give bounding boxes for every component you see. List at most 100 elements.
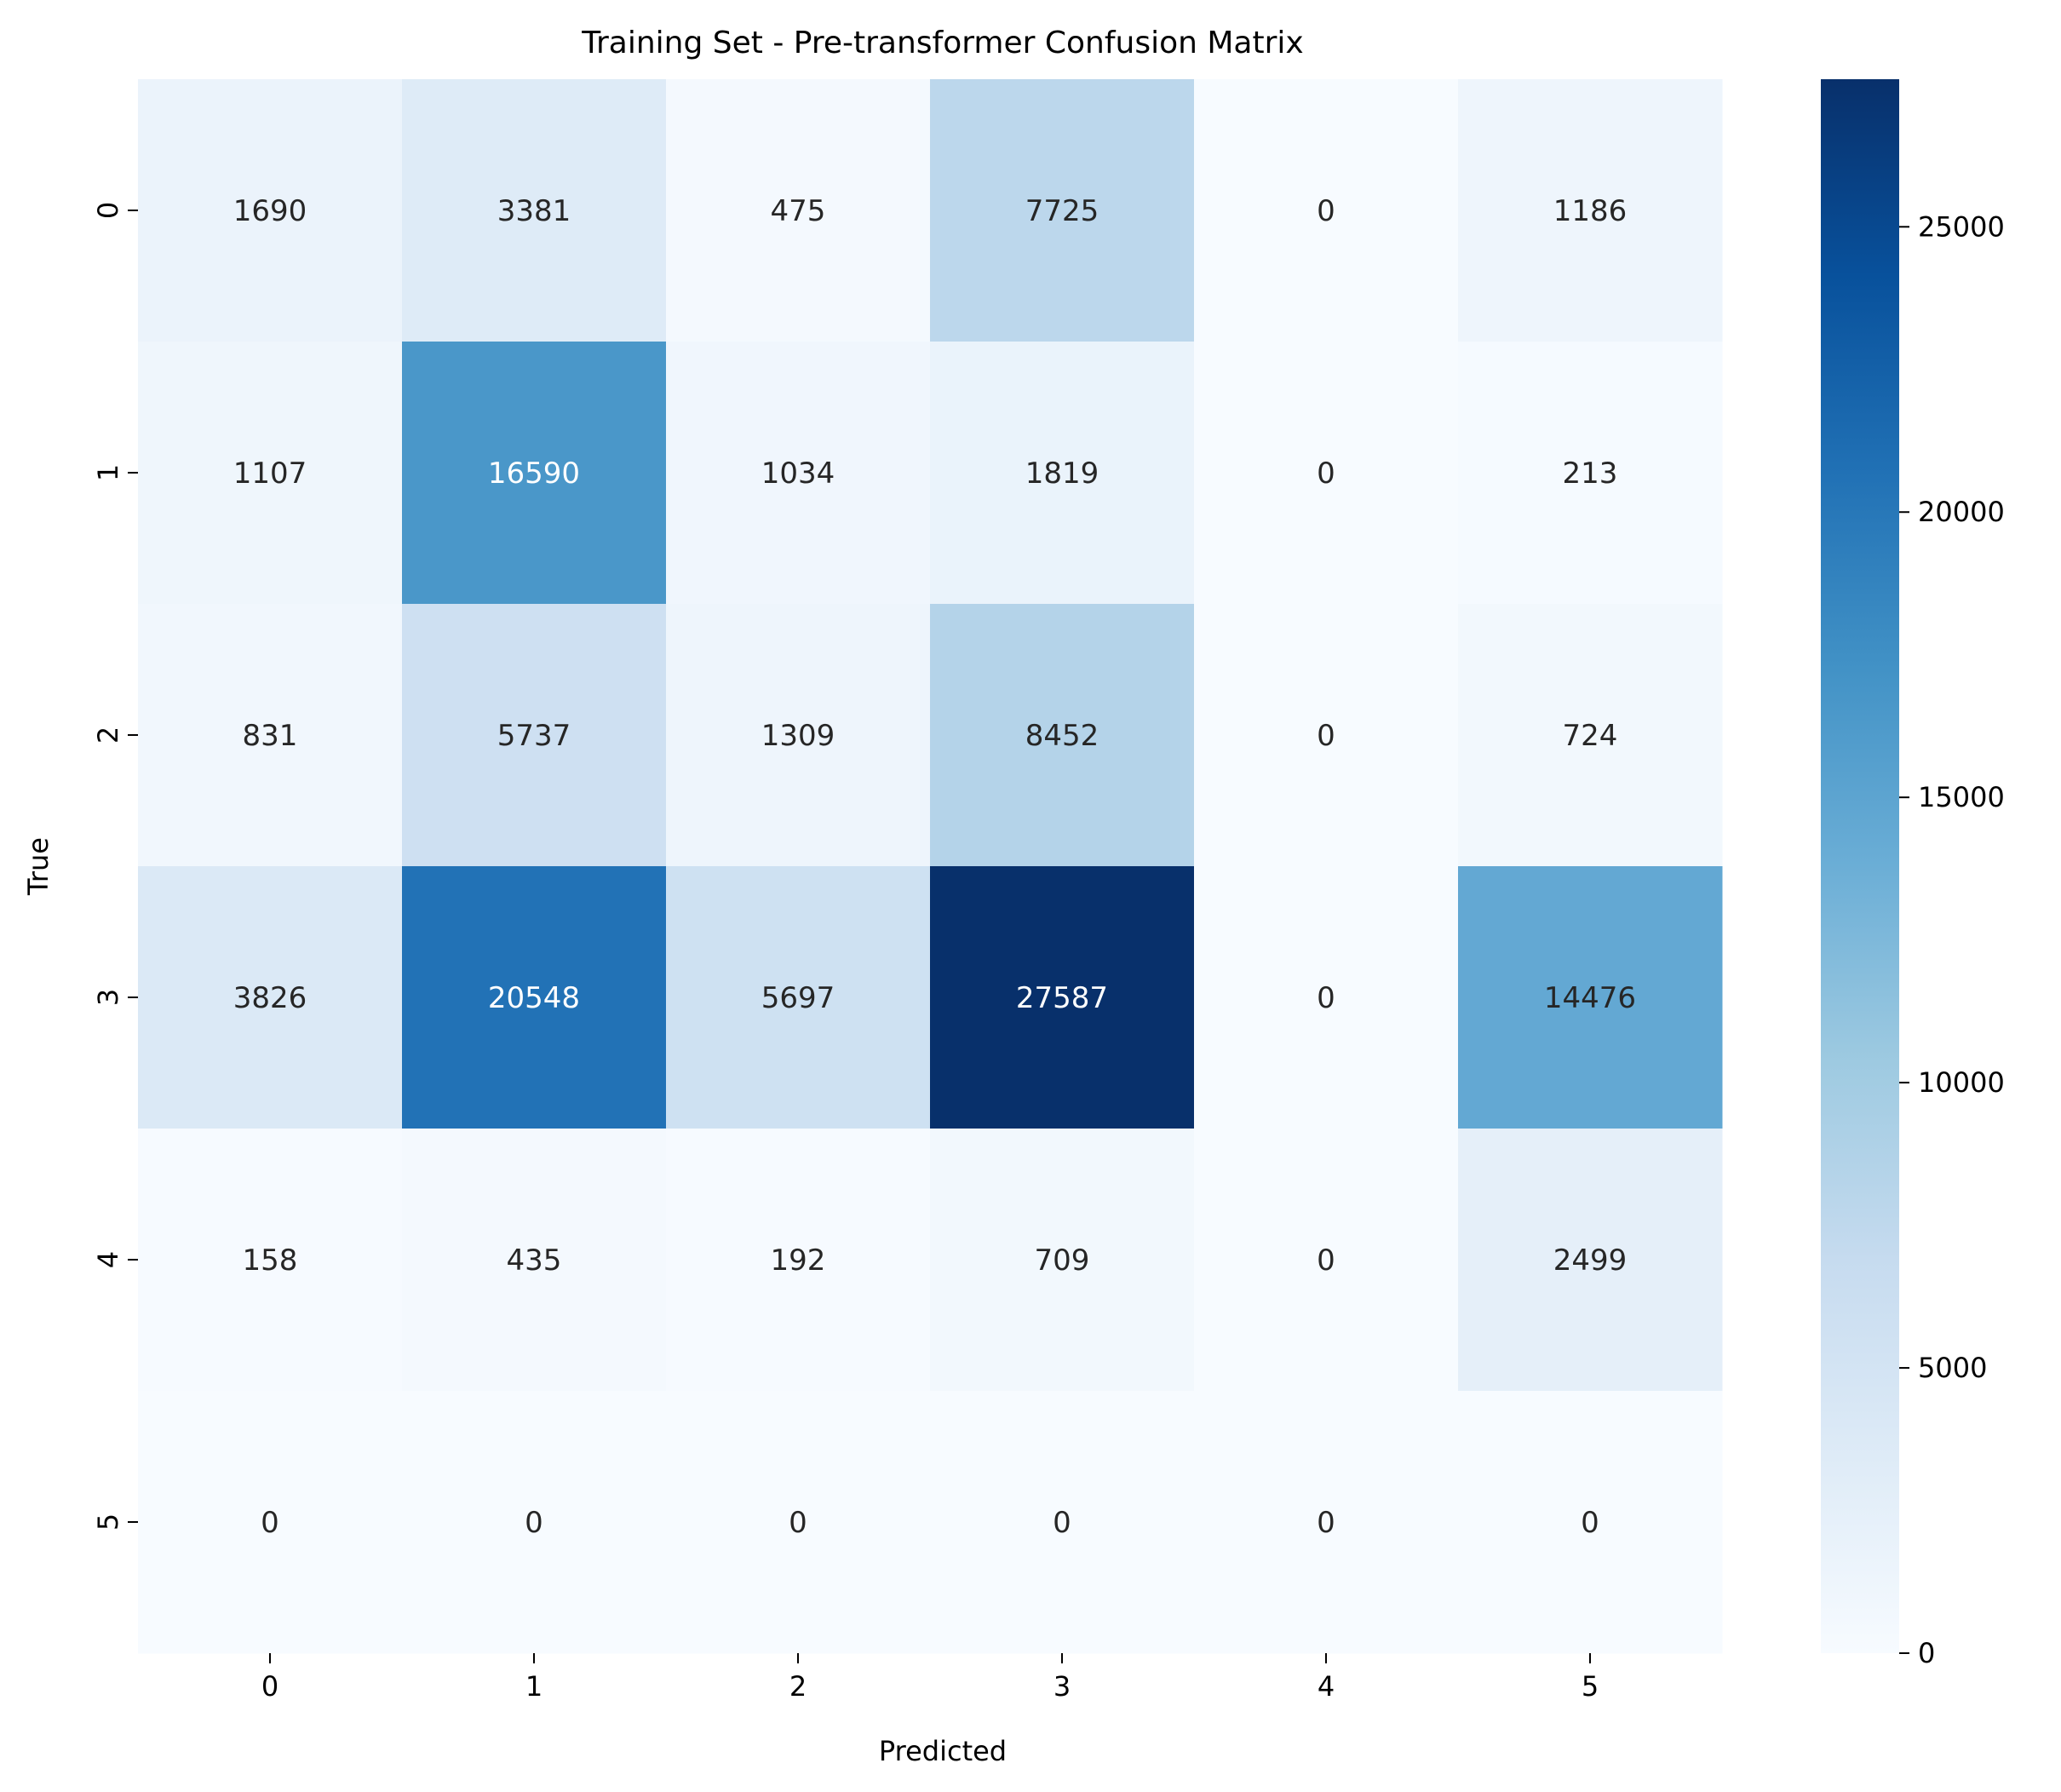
heatmap-cell-r0-c4 (1194, 79, 1459, 342)
x-tick-label-2: 2 (789, 1670, 807, 1703)
heatmap-cell-r3-c0 (138, 866, 403, 1129)
x-tick-label-5: 5 (1582, 1670, 1599, 1703)
heatmap-value-r5-c3: 0 (1053, 1506, 1071, 1540)
heatmap-cell-r0-c5 (1458, 79, 1723, 342)
y-tick-label-3: 3 (92, 989, 124, 1006)
heatmap-value-r4-c5: 2499 (1553, 1243, 1628, 1278)
x-axis-label: Predicted (879, 1735, 1007, 1767)
heatmap-value-r2-c1: 5737 (497, 719, 571, 753)
heatmap-cell-r0-c2 (666, 79, 931, 342)
heatmap-cell-r3-c2 (666, 866, 931, 1129)
heatmap-cell-r3-c5 (1458, 866, 1723, 1129)
heatmap-cell-r0-c1 (402, 79, 667, 342)
heatmap-value-r5-c5: 0 (1581, 1506, 1599, 1540)
heatmap-cell-r3-c1 (402, 866, 667, 1129)
heatmap-value-r1-c1: 16590 (488, 457, 580, 491)
heatmap-cell-r3-c4 (1194, 866, 1459, 1129)
heatmap-cell-r3-c3 (930, 866, 1195, 1129)
colorbar-ticks: 0 5000 10000 15000 20000 25000 (1899, 210, 2005, 1669)
heatmap-value-r1-c5: 213 (1563, 457, 1618, 491)
heatmap-value-r5-c2: 0 (789, 1506, 807, 1540)
heatmap-value-r1-c2: 1034 (761, 457, 835, 491)
heatmap-value-r3-c3: 27587 (1016, 981, 1108, 1015)
heatmap-value-r4-c3: 709 (1035, 1243, 1090, 1278)
heatmap-cell-r2-c5 (1458, 604, 1723, 867)
heatmap-cell-r4-c3 (930, 1129, 1195, 1392)
heatmap-cell-r5-c0 (138, 1391, 403, 1654)
heatmap-value-r4-c0: 158 (243, 1243, 298, 1278)
colorbar-tick-label-10000: 10000 (1918, 1066, 2005, 1099)
heatmap-value-r0-c5: 1186 (1553, 194, 1628, 228)
y-tick-label-0: 0 (92, 202, 124, 219)
heatmap-cell-r0-c3 (930, 79, 1195, 342)
heatmap-cell-r2-c0 (138, 604, 403, 867)
heatmap-value-r3-c1: 20548 (488, 981, 580, 1015)
heatmap-cell-r5-c1 (402, 1391, 667, 1654)
chart-title: Training Set - Pre-transformer Confusion… (581, 26, 1303, 60)
heatmap-cell-r4-c2 (666, 1129, 931, 1392)
heatmap-value-r0-c1: 3381 (497, 194, 571, 228)
x-axis-ticks: 0 1 2 3 4 5 (261, 1653, 1599, 1703)
heatmap-value-r0-c4: 0 (1317, 194, 1335, 228)
colorbar-tick-label-25000: 25000 (1918, 210, 2005, 243)
heatmap-cell-r4-c4 (1194, 1129, 1459, 1392)
heatmap-cell-r2-c3 (930, 604, 1195, 867)
heatmap-value-r2-c0: 831 (243, 719, 298, 753)
heatmap-cell-r5-c2 (666, 1391, 931, 1654)
heatmap-cell-r1-c1 (402, 342, 667, 605)
heatmap-value-r3-c4: 0 (1317, 981, 1335, 1015)
y-tick-label-2: 2 (92, 727, 124, 744)
colorbar (1821, 79, 1899, 1653)
heatmap-cell-r5-c5 (1458, 1391, 1723, 1654)
colorbar-tick-label-0: 0 (1918, 1637, 1935, 1669)
heatmap-cell-r5-c3 (930, 1391, 1195, 1654)
heatmap-value-r2-c4: 0 (1317, 719, 1335, 753)
x-tick-label-1: 1 (525, 1670, 543, 1703)
x-tick-label-3: 3 (1053, 1670, 1071, 1703)
heatmap-cell-labels: 1690 3381 475 7725 0 1186 1107 16590 1034 1819 0 21… (233, 194, 1636, 1540)
heatmap-cell-r2-c4 (1194, 604, 1459, 867)
heatmap-value-r2-c3: 8452 (1025, 719, 1099, 753)
heatmap-cell-r4-c5 (1458, 1129, 1723, 1392)
heatmap-cell-r4-c0 (138, 1129, 403, 1392)
heatmap-cells (138, 79, 1723, 1654)
heatmap-value-r5-c0: 0 (261, 1506, 279, 1540)
colorbar-tick-label-5000: 5000 (1918, 1352, 1987, 1384)
heatmap-value-r0-c0: 1690 (233, 194, 307, 228)
heatmap-cell-r1-c5 (1458, 342, 1723, 605)
heatmap-cell-r2-c2 (666, 604, 931, 867)
heatmap-value-r1-c3: 1819 (1025, 457, 1099, 491)
heatmap-cell-r1-c4 (1194, 342, 1459, 605)
heatmap-cell-r5-c4 (1194, 1391, 1459, 1654)
x-tick-label-4: 4 (1318, 1670, 1335, 1703)
colorbar-tick-label-15000: 15000 (1918, 781, 2005, 813)
heatmap-cell-r0-c0 (138, 79, 403, 342)
heatmap-value-r2-c5: 724 (1563, 719, 1618, 753)
heatmap-cell-r1-c0 (138, 342, 403, 605)
heatmap-value-r4-c4: 0 (1317, 1243, 1335, 1278)
heatmap-value-r5-c4: 0 (1317, 1506, 1335, 1540)
heatmap-cell-r1-c2 (666, 342, 931, 605)
y-tick-label-1: 1 (92, 464, 124, 481)
heatmap-value-r4-c2: 192 (771, 1243, 826, 1278)
heatmap-value-r1-c0: 1107 (233, 457, 307, 491)
heatmap-value-r2-c2: 1309 (761, 719, 835, 753)
heatmap-value-r4-c1: 435 (507, 1243, 562, 1278)
heatmap-value-r1-c4: 0 (1317, 457, 1335, 491)
y-tick-label-4: 4 (92, 1251, 124, 1268)
heatmap-value-r0-c3: 7725 (1025, 194, 1099, 228)
heatmap-value-r3-c2: 5697 (761, 981, 835, 1015)
colorbar-tick-label-20000: 20000 (1918, 496, 2005, 528)
heatmap-cell-r4-c1 (402, 1129, 667, 1392)
heatmap-cell-r1-c3 (930, 342, 1195, 605)
heatmap-value-r5-c1: 0 (525, 1506, 543, 1540)
heatmap-value-r3-c5: 14476 (1544, 981, 1636, 1015)
heatmap-cell-r2-c1 (402, 604, 667, 867)
heatmap-value-r3-c0: 3826 (233, 981, 307, 1015)
y-axis-ticks: 0 1 2 3 4 5 (92, 202, 138, 1531)
x-tick-label-0: 0 (261, 1670, 278, 1703)
heatmap-value-r0-c2: 475 (771, 194, 826, 228)
y-tick-label-5: 5 (92, 1513, 124, 1531)
